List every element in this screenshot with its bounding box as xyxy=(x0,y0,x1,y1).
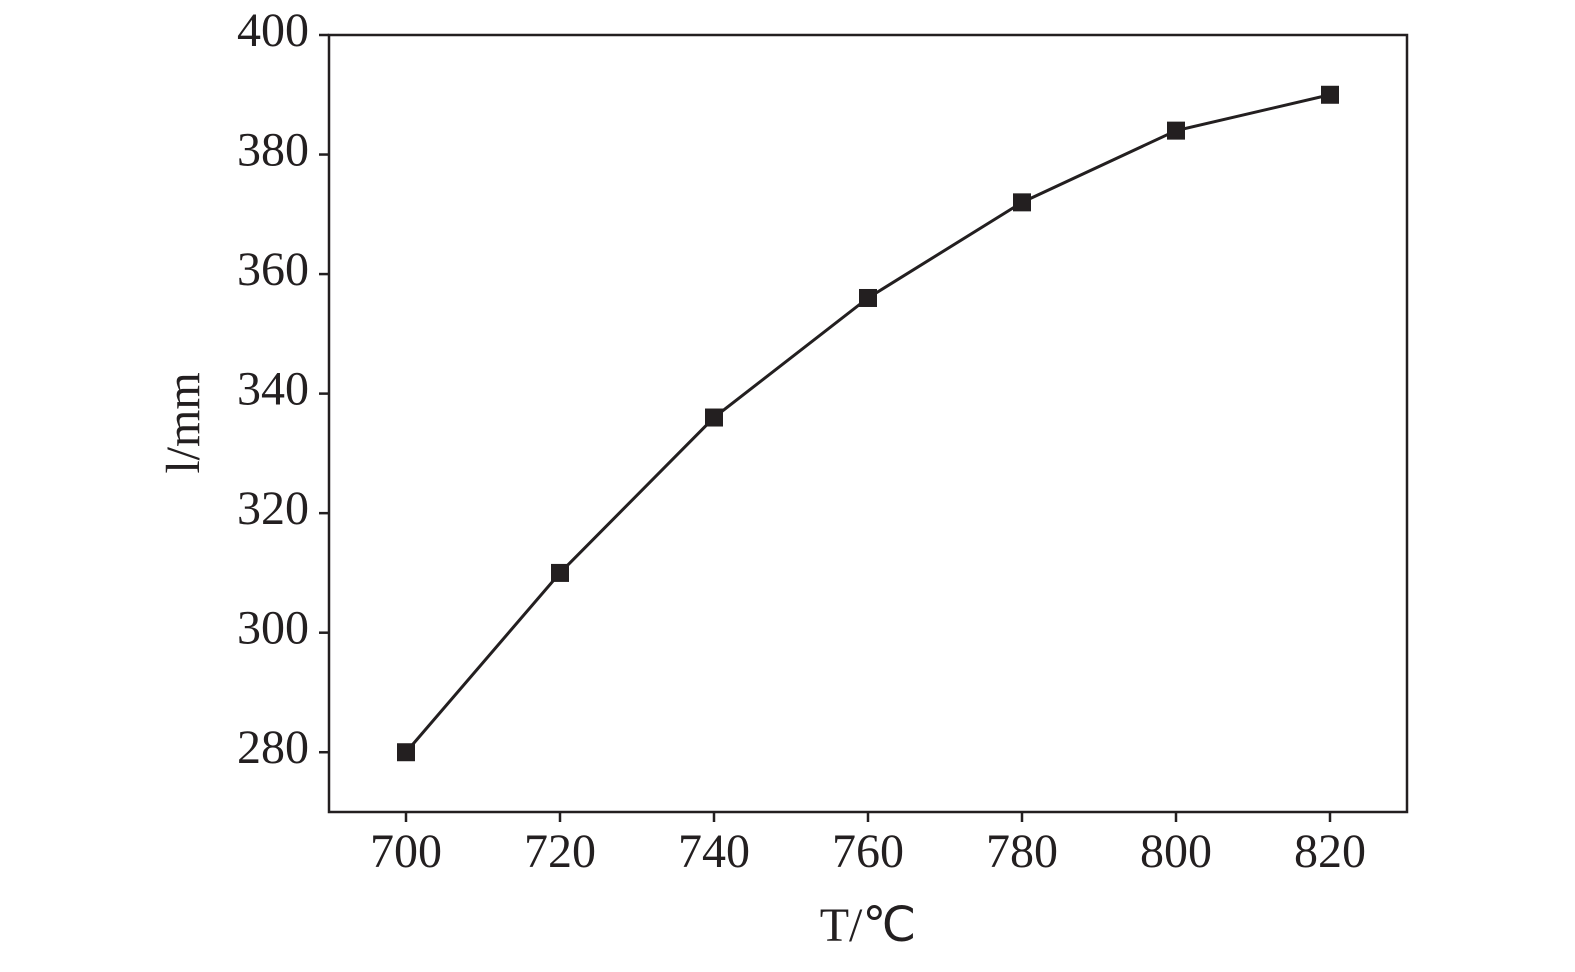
marker xyxy=(859,288,877,307)
x-tick-label: 700 xyxy=(370,825,442,878)
y-tick-label: 320 xyxy=(237,482,309,535)
marker xyxy=(705,408,723,427)
line xyxy=(404,93,1331,754)
marker xyxy=(397,743,415,762)
y-tick-label: 360 xyxy=(237,243,309,296)
y-tick-label: 340 xyxy=(237,363,309,416)
x-tick-label: 740 xyxy=(678,825,750,878)
x-axis-label: T/℃ xyxy=(820,899,917,952)
plot-frame xyxy=(327,33,1409,814)
marker xyxy=(1013,193,1031,212)
y-tick-label: 300 xyxy=(237,602,309,655)
y-tick-label: 280 xyxy=(237,721,309,774)
marker xyxy=(551,563,569,582)
x-tick-label: 760 xyxy=(832,825,904,878)
marker xyxy=(1167,121,1185,140)
y-tick-label: 380 xyxy=(237,124,309,177)
y-tick-label: 400 xyxy=(237,4,309,57)
marker xyxy=(1321,85,1339,104)
x-tick-label: 820 xyxy=(1294,825,1366,878)
x-tick-label: 720 xyxy=(524,825,596,878)
x-tick-label: 800 xyxy=(1140,825,1212,878)
x-tick-label: 780 xyxy=(986,825,1058,878)
y-axis-label: l/mm xyxy=(157,372,210,473)
